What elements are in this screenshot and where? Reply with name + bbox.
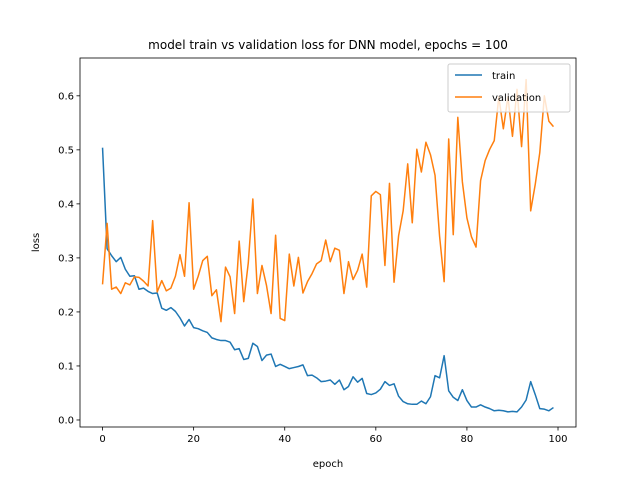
legend: train validation bbox=[447, 63, 571, 113]
x-tick-label: 60 bbox=[369, 434, 382, 445]
series-line-train bbox=[101, 147, 554, 413]
legend-label-validation: validation bbox=[492, 93, 541, 104]
y-tick-label: 0.3 bbox=[58, 253, 74, 264]
x-tick-label: 20 bbox=[187, 434, 200, 445]
y-tick-label: 0.6 bbox=[58, 91, 74, 102]
y-axis: 0.0 0.1 0.2 0.3 0.4 0.5 0.6 bbox=[58, 91, 80, 426]
legend-label-train: train bbox=[492, 71, 515, 82]
y-tick-label: 0.5 bbox=[58, 145, 74, 156]
y-tick-label: 0.0 bbox=[58, 415, 74, 426]
y-tick-label: 0.2 bbox=[58, 307, 74, 318]
x-tick-label: 80 bbox=[461, 434, 474, 445]
legend-box bbox=[447, 63, 571, 113]
chart-title: model train vs validation loss for DNN m… bbox=[148, 38, 508, 52]
plot-frame bbox=[79, 57, 577, 428]
x-tick-label: 100 bbox=[548, 434, 567, 445]
y-tick-label: 0.4 bbox=[58, 199, 74, 210]
plot-lines bbox=[101, 78, 555, 413]
series-line-validation bbox=[101, 78, 555, 323]
x-axis-label: epoch bbox=[313, 459, 343, 470]
y-tick-label: 0.1 bbox=[58, 361, 74, 372]
x-tick-label: 40 bbox=[278, 434, 291, 445]
x-tick-label: 0 bbox=[99, 434, 105, 445]
y-axis-label: loss bbox=[31, 233, 42, 252]
x-axis: 0 20 40 60 80 100 bbox=[99, 427, 568, 445]
